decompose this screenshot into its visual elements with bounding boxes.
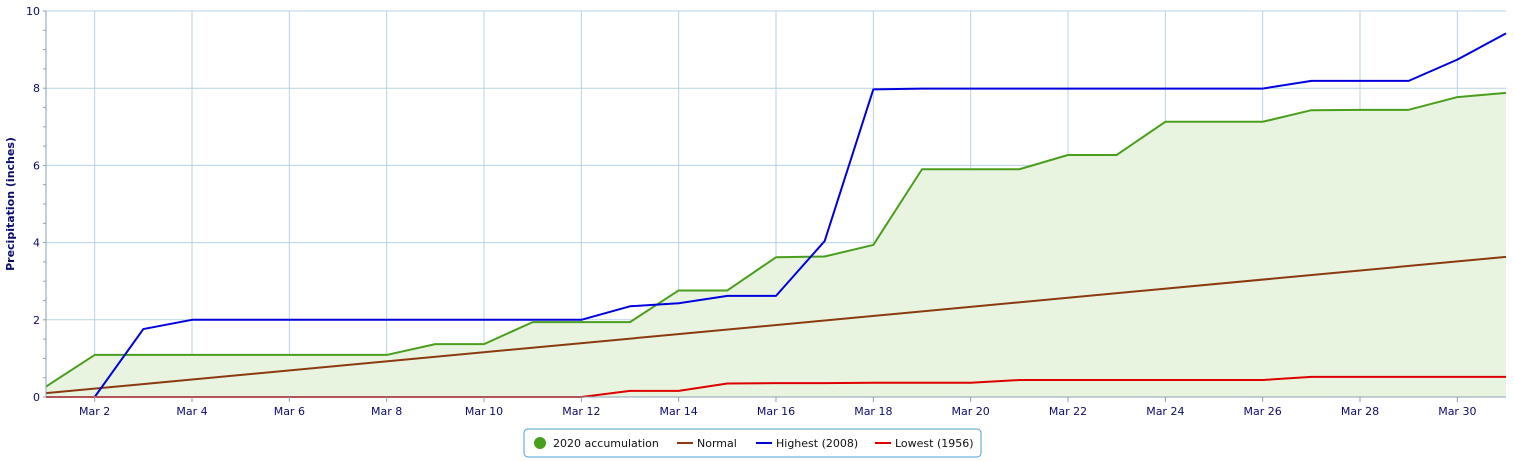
legend-item[interactable]: Lowest (1956)	[875, 437, 974, 450]
y-tick-label: 2	[33, 314, 40, 327]
series-area-2020-accumulation	[46, 92, 1506, 397]
x-tick-label: Mar 4	[176, 405, 207, 418]
x-tick-label: Mar 20	[952, 405, 990, 418]
x-tick-label: Mar 30	[1438, 405, 1476, 418]
legend[interactable]: 2020 accumulation Normal Highest (2008) Low…	[523, 428, 982, 458]
legend-label: Lowest (1956)	[895, 437, 974, 450]
y-tick-label: 4	[33, 237, 40, 250]
y-tick-label: 6	[33, 159, 40, 172]
y-axis-title: Precipitation (inches)	[4, 137, 17, 271]
series-line-highest-2008	[46, 32, 1507, 398]
legend-box	[523, 428, 982, 458]
x-tick-label: Mar 2	[79, 405, 110, 418]
x-tick-label: Mar 24	[1146, 405, 1184, 418]
legend-item[interactable]: Highest (2008)	[756, 437, 858, 450]
x-tick-label: Mar 12	[562, 405, 600, 418]
axes: 0 2 4 6 8 10 Mar 2 Mar 4 Mar 6 Mar 8 Mar 10 Mar 12 M…	[26, 5, 1506, 418]
x-tick-label: Mar 6	[274, 405, 305, 418]
y-tick-label: 8	[33, 82, 40, 95]
legend-label: Normal	[697, 437, 737, 450]
legend-label: Highest (2008)	[776, 437, 858, 450]
legend-dot-icon	[534, 437, 546, 449]
legend-label: 2020 accumulation	[553, 437, 659, 450]
x-tick-label: Mar 14	[660, 405, 698, 418]
x-tick-label: Mar 26	[1244, 405, 1282, 418]
legend-item[interactable]: Normal	[677, 437, 737, 450]
y-tick-label: 10	[26, 5, 40, 18]
x-tick-label: Mar 16	[757, 405, 795, 418]
x-tick-label: Mar 22	[1049, 405, 1087, 418]
series-line-normal	[45, 255, 1507, 395]
x-tick-label: Mar 18	[854, 405, 892, 418]
x-tick-label: Mar 10	[465, 405, 503, 418]
y-tick-label: 0	[33, 391, 40, 404]
legend-item[interactable]: 2020 accumulation	[534, 437, 659, 450]
x-tick-label: Mar 28	[1341, 405, 1379, 418]
x-tick-label: Mar 8	[371, 405, 402, 418]
series-line-2020-accumulation	[45, 91, 1507, 388]
